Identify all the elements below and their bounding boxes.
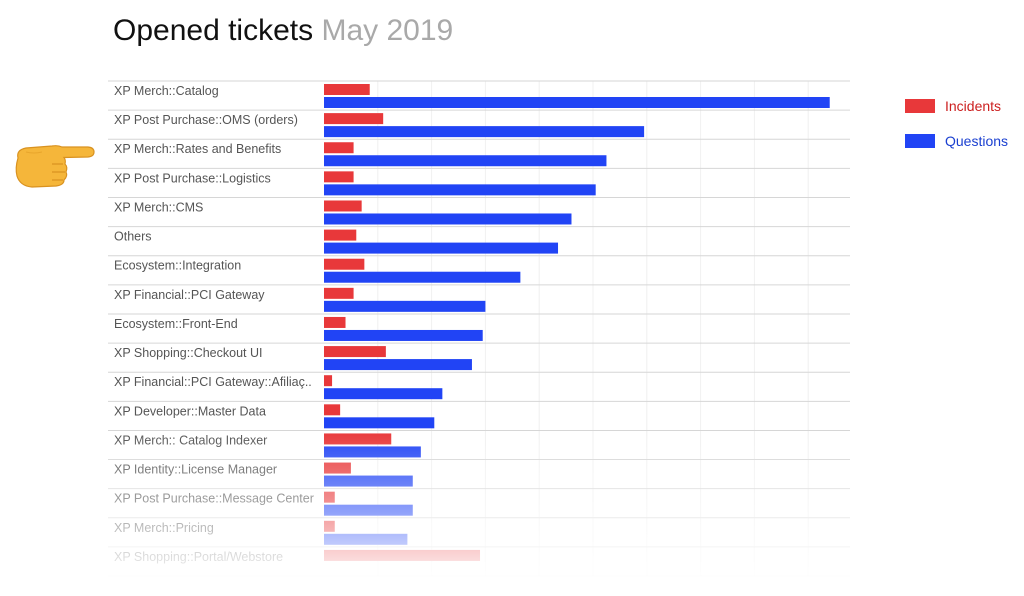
legend-label-incidents: Incidents bbox=[945, 97, 1002, 114]
bar-incidents[interactable] bbox=[324, 171, 354, 183]
category-label: XP Merch:: Catalog Indexer bbox=[114, 433, 267, 447]
category-label: XP Shopping::Checkout UI bbox=[114, 346, 262, 360]
bar-incidents[interactable] bbox=[324, 520, 335, 532]
title-main: Opened tickets bbox=[113, 14, 314, 47]
category-label: XP Merch::CMS bbox=[114, 200, 203, 214]
bar-questions[interactable] bbox=[324, 504, 413, 516]
bar-incidents[interactable] bbox=[324, 375, 333, 387]
category-label: XP Merch::Catalog bbox=[114, 84, 219, 98]
bar-incidents[interactable] bbox=[324, 113, 384, 125]
category-label: XP Merch::Rates and Benefits bbox=[114, 142, 281, 156]
category-label: Ecosystem::Integration bbox=[114, 259, 241, 273]
backhand-index-pointing-right-icon bbox=[15, 145, 95, 188]
bar-questions[interactable] bbox=[324, 329, 483, 341]
bar-questions[interactable] bbox=[324, 242, 559, 254]
category-label: XP Post Purchase::Message Center bbox=[114, 492, 314, 506]
bar-questions[interactable] bbox=[324, 300, 486, 312]
title-date: May 2019 bbox=[321, 14, 454, 47]
legend: Incidents Questions bbox=[905, 88, 1008, 158]
chart-title: Opened tickets May 2019 bbox=[113, 12, 453, 50]
bar-incidents[interactable] bbox=[324, 404, 341, 416]
bar-questions[interactable] bbox=[324, 359, 472, 371]
bar-questions[interactable] bbox=[324, 417, 435, 429]
bar-questions[interactable] bbox=[324, 184, 596, 196]
legend-item-questions[interactable]: Questions bbox=[905, 123, 1008, 158]
legend-item-incidents[interactable]: Incidents bbox=[905, 88, 1008, 123]
bar-incidents[interactable] bbox=[324, 462, 351, 474]
category-label: XP Financial::PCI Gateway bbox=[114, 288, 265, 302]
bar-questions[interactable] bbox=[324, 126, 645, 138]
bar-questions[interactable] bbox=[324, 446, 421, 458]
bar-incidents[interactable] bbox=[324, 316, 346, 328]
bar-questions[interactable] bbox=[324, 97, 830, 108]
bar-incidents[interactable] bbox=[324, 200, 362, 212]
category-label: XP Post Purchase::OMS (orders) bbox=[114, 113, 298, 127]
bar-incidents[interactable] bbox=[324, 258, 365, 270]
bar-incidents[interactable] bbox=[324, 491, 335, 503]
category-label: XP Developer::Master Data bbox=[114, 404, 266, 418]
bar-incidents[interactable] bbox=[324, 287, 354, 299]
bar-questions[interactable] bbox=[324, 155, 607, 167]
bar-incidents[interactable] bbox=[324, 346, 386, 358]
bar-questions[interactable] bbox=[324, 533, 408, 545]
bar-incidents[interactable] bbox=[324, 549, 481, 561]
category-label: XP Merch::Pricing bbox=[114, 521, 214, 535]
category-label: Ecosystem::Front-End bbox=[114, 317, 238, 331]
category-label: XP Identity::License Manager bbox=[114, 463, 277, 477]
category-label: XP Shopping::Portal/Webstore bbox=[114, 550, 283, 564]
bar-questions[interactable] bbox=[324, 388, 443, 400]
bar-questions[interactable] bbox=[324, 213, 572, 225]
legend-swatch-questions bbox=[905, 133, 935, 148]
legend-swatch-incidents bbox=[905, 98, 935, 113]
bar-questions[interactable] bbox=[324, 475, 413, 487]
category-label: XP Post Purchase::Logistics bbox=[114, 171, 271, 185]
bar-incidents[interactable] bbox=[324, 142, 354, 154]
bar-incidents[interactable] bbox=[324, 433, 392, 445]
legend-label-questions: Questions bbox=[945, 132, 1009, 149]
bar-questions[interactable] bbox=[324, 271, 521, 283]
category-label: Others bbox=[114, 230, 152, 244]
bar-incidents[interactable] bbox=[324, 229, 357, 241]
bar-incidents[interactable] bbox=[324, 84, 370, 95]
category-label: XP Financial::PCI Gateway::Afiliaç.. bbox=[114, 375, 312, 389]
